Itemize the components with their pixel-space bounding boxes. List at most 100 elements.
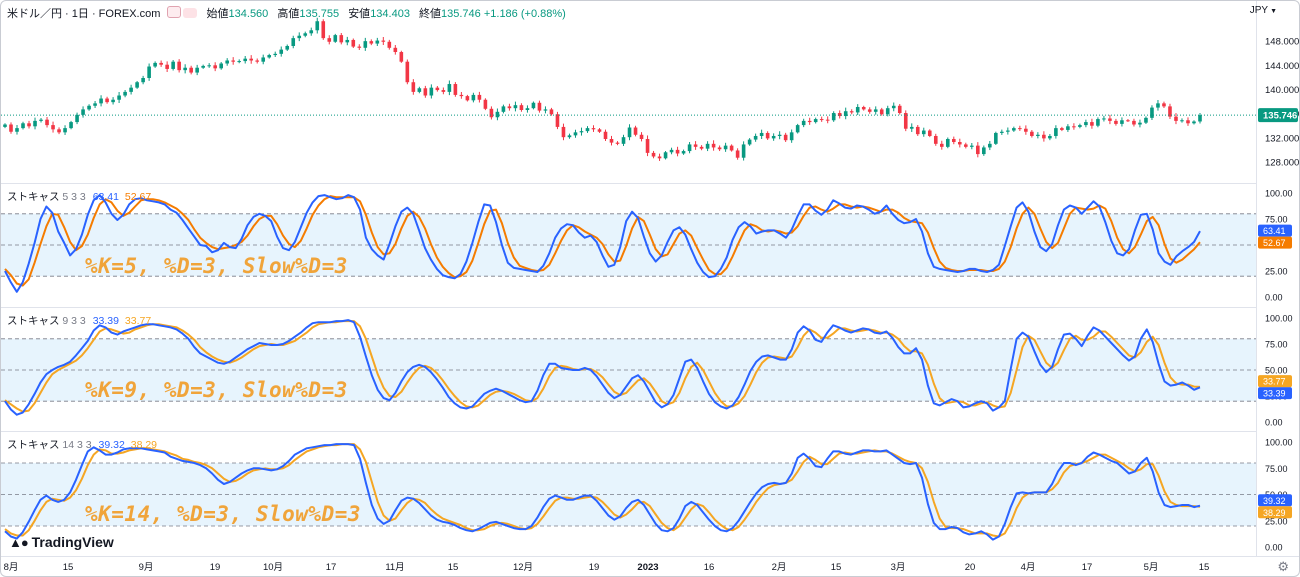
candle-body <box>39 119 43 121</box>
candle-body <box>873 109 878 112</box>
stochastic-tick-label: 75.00 <box>1265 464 1288 474</box>
candle-body <box>825 119 830 121</box>
candle-body <box>69 122 73 129</box>
candle-body <box>861 106 866 110</box>
candle-body <box>351 39 356 47</box>
time-tick-label: 5月 <box>1144 562 1159 573</box>
candle-body <box>645 138 650 153</box>
candle-body <box>477 94 482 100</box>
candle-body <box>405 61 410 83</box>
chevron-down-icon: ▼ <box>1270 8 1277 15</box>
time-tick-label: 3月 <box>891 562 906 573</box>
candle-body <box>273 53 278 56</box>
gear-icon[interactable]: ⚙ <box>1277 559 1289 574</box>
low-label: 安値 <box>348 8 371 20</box>
candle-body <box>153 62 157 67</box>
candle-body <box>1102 118 1106 120</box>
candle-body <box>843 111 848 117</box>
slow-d-line <box>4 195 1201 287</box>
time-axis[interactable]: 8月 15 9月 19 10月 17 11月 15 12月 19 2023 16 2月 15 3月 20 4月 1… <box>4 562 1210 573</box>
candle-body <box>1156 103 1160 108</box>
candle-body <box>1048 135 1052 139</box>
candle-body <box>555 114 560 127</box>
candle-body <box>423 88 428 96</box>
candle-body <box>982 147 986 155</box>
tradingview-logo[interactable]: ▲● TradingView <box>9 534 114 550</box>
candle-body <box>387 41 392 48</box>
candle-body <box>675 149 680 154</box>
candle-body <box>1096 119 1100 126</box>
candle-body <box>1060 128 1064 130</box>
time-tick-label: 19 <box>210 562 221 573</box>
candle-body <box>1090 122 1094 126</box>
candle-body <box>663 152 668 159</box>
candle-body <box>501 106 506 112</box>
candle-body <box>867 109 872 112</box>
candle-body <box>939 143 944 147</box>
candle-body <box>159 62 163 65</box>
candle-body <box>57 129 61 133</box>
candle-body <box>759 132 764 136</box>
candle-body <box>123 91 127 96</box>
candle-body <box>3 124 7 127</box>
candle-body <box>525 108 530 111</box>
candle-body <box>879 109 884 115</box>
price-pane[interactable]: 148.000144.000140.000136.000132.000128.0… <box>1 17 1299 169</box>
candle-body <box>976 145 980 155</box>
stochastic-tick-label: 0.00 <box>1265 418 1283 428</box>
candle-body <box>957 142 962 145</box>
time-tick-label: 20 <box>965 562 976 573</box>
candle-body <box>639 134 644 139</box>
time-tick-label: 17 <box>1082 562 1093 573</box>
k-value: 39.32 <box>98 439 125 451</box>
candle-body <box>75 114 79 123</box>
tradingview-logo-text: TradingView <box>31 534 114 550</box>
stochastic-tick-label: 25.00 <box>1265 267 1288 277</box>
candle-body <box>855 106 860 113</box>
candle-body <box>1198 115 1202 122</box>
stochastic-tick-label: 100.00 <box>1265 314 1293 324</box>
candle-body <box>994 132 998 144</box>
symbol-title[interactable]: 米ドル／円 · 1日 · FOREX.com <box>7 8 161 20</box>
time-tick-label: 15 <box>448 562 459 573</box>
candle-body <box>321 21 326 39</box>
candle-body <box>765 132 770 139</box>
candle-body <box>1000 131 1004 133</box>
candle-body <box>945 138 950 147</box>
slow-d-line <box>4 320 1201 413</box>
candle-body <box>147 66 151 78</box>
candle-body <box>453 84 458 95</box>
indicator-legend-3[interactable]: ストキャス 14 3 3 39.32 38.29 <box>7 437 157 452</box>
candle-body <box>189 67 193 73</box>
time-tick-label: 10月 <box>263 562 283 573</box>
candle-body <box>1024 128 1028 132</box>
candle-body <box>729 145 734 151</box>
price-tick-label: 148.000 <box>1265 37 1299 48</box>
price-tick-label: 132.000 <box>1265 133 1299 144</box>
candle-body <box>489 108 494 118</box>
data-status-icon <box>183 8 198 18</box>
candle-body <box>507 106 512 109</box>
candle-body <box>339 35 344 43</box>
candle-body <box>1072 126 1076 128</box>
candle-body <box>951 138 956 143</box>
candle-body <box>315 21 320 31</box>
candle-body <box>27 123 31 127</box>
time-tick-label: 19 <box>589 562 600 573</box>
candle-body <box>345 39 350 43</box>
k-value: 63.41 <box>92 191 119 203</box>
candle-body <box>970 145 974 147</box>
currency-selector[interactable]: JPY ▼ <box>1250 5 1277 16</box>
k-value-badge-label: 33.39 <box>1263 389 1286 399</box>
symbol-legend[interactable]: 米ドル／円 · 1日 · FOREX.com 始値134.560 高値135.7… <box>7 5 566 21</box>
indicator-legend-2[interactable]: ストキャス 9 3 3 33.39 33.77 <box>7 313 151 328</box>
candle-body <box>1180 120 1184 122</box>
indicator-legend-1[interactable]: ストキャス 5 3 3 63.41 52.67 <box>7 189 151 204</box>
candle-body <box>141 77 145 83</box>
candle-body <box>795 125 800 133</box>
